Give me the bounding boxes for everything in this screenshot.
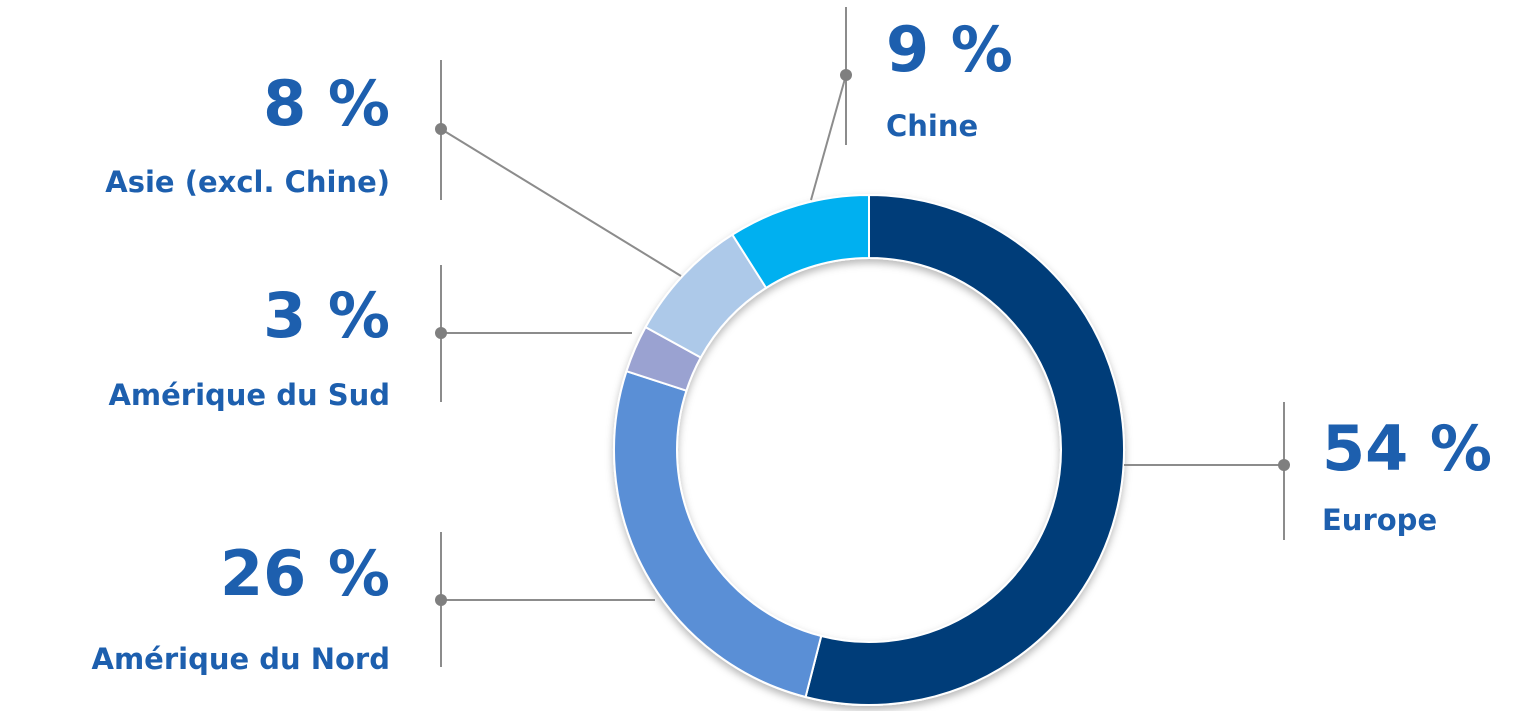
leader-lines — [435, 7, 1290, 667]
value-label-chine: 9 % — [886, 13, 1013, 86]
leader-dot-europe — [1278, 459, 1290, 471]
region-label-chine: Chine — [886, 109, 978, 143]
leader-dot-chine — [840, 69, 852, 81]
region-label-europe: Europe — [1322, 503, 1437, 537]
donut-slices — [613, 193, 1125, 706]
slice-labels: 54 % Europe 26 % Amérique du Nord 3 % Amériqu… — [92, 13, 1493, 676]
leader-line-asie-excl-chine — [440, 128, 682, 277]
leader-dot-amerique-du-sud — [435, 327, 447, 339]
region-label-amerique-du-nord: Amérique du Nord — [92, 642, 391, 676]
leader-dot-amerique-du-nord — [435, 594, 447, 606]
region-label-asie-excl-chine: Asie (excl. Chine) — [105, 165, 390, 199]
leader-dot-asie-excl-chine — [435, 123, 447, 135]
value-label-amerique-du-nord: 26 % — [220, 537, 390, 610]
region-label-amerique-du-sud: Amérique du Sud — [108, 378, 390, 412]
leader-line-chine — [810, 74, 847, 201]
value-label-amerique-du-sud: 3 % — [263, 279, 390, 352]
value-label-asie-excl-chine: 8 % — [263, 67, 390, 140]
donut-slice-europe — [804, 193, 1125, 706]
value-label-europe: 54 % — [1322, 412, 1492, 485]
donut-slice-amerique-du-nord — [613, 369, 823, 699]
donut-slice-chine — [730, 193, 870, 290]
